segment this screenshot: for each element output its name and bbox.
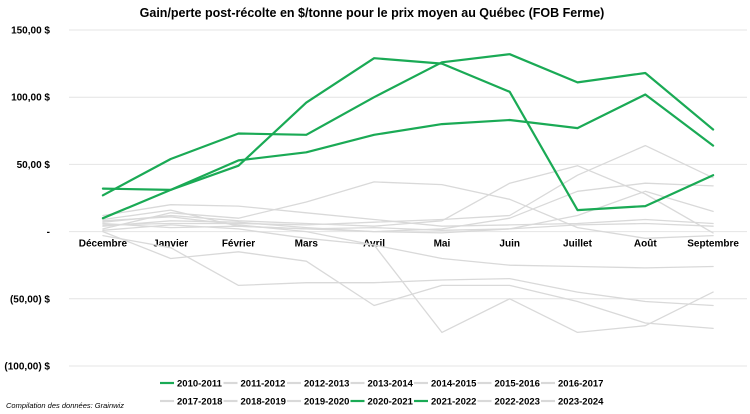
legend-label: 2011-2012 [241, 379, 286, 390]
legend-label: 2016-2017 [558, 379, 603, 390]
y-tick-label: 50,00 $ [17, 160, 51, 171]
x-tick-label: Mai [434, 239, 451, 250]
x-tick-label: Septembre [687, 239, 739, 250]
legend-item-2011-2012: 2011-2012 [223, 379, 286, 390]
series-line-2013-2014 [102, 216, 714, 269]
x-tick-label: Août [634, 239, 657, 250]
legend-label: 2022-2023 [495, 397, 540, 408]
x-tick-label: Juin [499, 239, 520, 250]
series-line-2010-2011 [101, 93, 715, 220]
legend-item-2015-2016: 2015-2016 [477, 379, 540, 390]
y-tick-label: (100,00) $ [4, 362, 50, 373]
x-tick-label: Janvier [153, 239, 188, 250]
y-axis: 150,00 $ 100,00 $ 50,00 $ - (50,00) $ (100,0… [4, 26, 50, 373]
legend-item-2016-2017: 2016-2017 [541, 379, 603, 390]
x-tick-label: Mars [295, 239, 319, 250]
legend-item-2022-2023: 2022-2023 [477, 397, 540, 408]
legend-label: 2012-2013 [304, 379, 349, 390]
legend-item-2018-2019: 2018-2019 [223, 397, 286, 408]
legend-label: 2023-2024 [558, 397, 604, 408]
legend-item-2020-2021: 2020-2021 [350, 397, 414, 408]
legend-item-2021-2022: 2021-2022 [414, 397, 476, 408]
legend-label: 2019-2020 [304, 397, 349, 408]
legend-item-2023-2024: 2023-2024 [541, 397, 604, 408]
y-tick-label: 150,00 $ [11, 26, 50, 37]
source-note: Compilation des données: Grainwiz [6, 401, 124, 410]
legend-label: 2015-2016 [495, 379, 540, 390]
legend-item-2019-2020: 2019-2020 [287, 397, 349, 408]
legend-label: 2010-2011 [177, 379, 223, 390]
legend-item-2014-2015: 2014-2015 [414, 379, 477, 390]
x-tick-label: Février [222, 239, 255, 250]
series-line-2012-2013 [102, 234, 714, 307]
legend-item-2010-2011: 2010-2011 [160, 379, 223, 390]
legend-label: 2017-2018 [177, 397, 222, 408]
series-line-2018-2019 [102, 230, 714, 330]
legend-item-2012-2013: 2012-2013 [287, 379, 349, 390]
y-tick-label: (50,00) $ [10, 294, 50, 305]
legend-item-2013-2014: 2013-2014 [350, 379, 414, 390]
y-tick-label: - [47, 227, 50, 238]
x-axis: Décembre Janvier Février Mars Avril Mai Juin Ju… [79, 239, 740, 250]
legend-item-2017-2018: 2017-2018 [160, 397, 222, 408]
y-tick-label: 100,00 $ [11, 93, 50, 104]
series-line-2019-2020 [102, 224, 714, 334]
legend-label: 2013-2014 [368, 379, 414, 390]
series-line-2020-2021 [101, 57, 715, 212]
legend: 2010-2011 2011-2012 2012-2013 2013-2014 2014… [160, 379, 604, 408]
legend-label: 2014-2015 [431, 379, 477, 390]
legend-label: 2018-2019 [241, 397, 286, 408]
legend-label: 2020-2021 [368, 397, 414, 408]
plot-area [101, 53, 715, 334]
legend-label: 2021-2022 [431, 397, 476, 408]
series-line-2015-2016 [102, 181, 714, 239]
chart-title: Gain/perte post-récolte en $/tonne pour … [140, 6, 605, 20]
series-line-2021-2022 [101, 53, 715, 197]
x-tick-label: Avril [363, 239, 385, 250]
series-line-2023-2024 [102, 144, 714, 226]
series-line-2022-2023 [102, 165, 714, 234]
x-tick-label: Décembre [79, 239, 128, 250]
x-tick-label: Juillet [563, 239, 593, 250]
